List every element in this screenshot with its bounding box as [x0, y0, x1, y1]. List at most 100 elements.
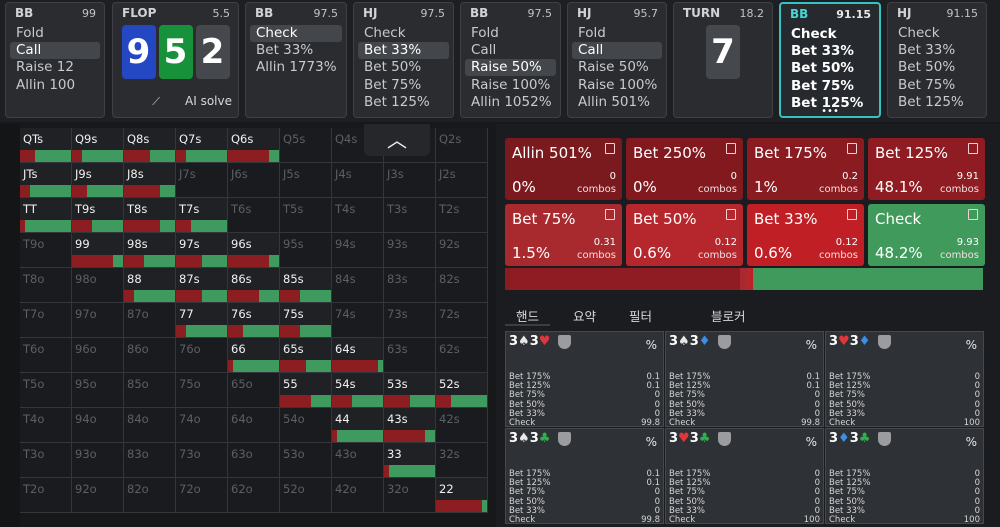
hand-cell[interactable]: 73o — [176, 443, 228, 478]
hand-cell[interactable]: T9o — [20, 233, 72, 268]
hand-cell[interactable]: Q9s — [72, 128, 124, 163]
combo-panel[interactable]: 3♠3♣% Bet 175% 0.1 Bet 125% 0.1 Bet 75% 0 Bet 5… — [505, 428, 664, 525]
hand-cell[interactable]: T8o — [20, 268, 72, 303]
hand-cell[interactable]: 76s — [228, 303, 280, 338]
hand-cell[interactable]: 93s — [384, 233, 436, 268]
action-option[interactable]: Check — [898, 25, 940, 41]
action-node[interactable]: BB 99 Fold Call Raise 12 Allin 100 — [5, 2, 105, 118]
hand-cell[interactable]: 77 — [176, 303, 228, 338]
hand-cell[interactable]: T2o — [20, 478, 72, 513]
hand-cell[interactable]: 95s — [280, 233, 332, 268]
hand-cell[interactable]: 64s — [332, 338, 384, 373]
hand-cell[interactable]: 98o — [72, 268, 124, 303]
action-card[interactable]: Bet 75% 1.5% 0.31 combos — [505, 204, 622, 266]
action-option[interactable]: Call — [572, 42, 662, 60]
hand-cell[interactable]: 96o — [72, 338, 124, 373]
action-option[interactable]: Bet 33% — [791, 43, 854, 60]
hand-cell[interactable]: T9s — [72, 198, 124, 233]
action-option[interactable]: Call — [471, 42, 497, 59]
hand-cell[interactable]: JTs — [20, 163, 72, 198]
hand-cell[interactable]: J6s — [228, 163, 280, 198]
action-card[interactable]: Allin 501% 0% 0 combos — [505, 138, 622, 200]
hand-cell[interactable]: T5o — [20, 373, 72, 408]
hand-cell[interactable]: T7o — [20, 303, 72, 338]
hand-cell[interactable]: T4o — [20, 408, 72, 443]
hand-cell[interactable]: 73s — [384, 303, 436, 338]
hand-cell[interactable]: 83o — [124, 443, 176, 478]
action-option[interactable]: Raise 100% — [578, 76, 658, 93]
hand-cell[interactable]: 72s — [436, 303, 488, 338]
action-option[interactable]: Bet 75% — [791, 77, 854, 94]
hand-cell[interactable]: 63s — [384, 338, 436, 373]
hand-cell[interactable]: 75o — [176, 373, 228, 408]
hand-cell[interactable]: Q2s — [436, 128, 488, 163]
hand-cell[interactable]: 43o — [332, 443, 384, 478]
tab[interactable]: 필터 — [629, 309, 653, 324]
combo-panel[interactable]: 3♥3♣% Bet 175% 0 Bet 125% 0 Bet 75% 0 Bet 50% 0 B… — [665, 428, 824, 525]
action-option[interactable]: Raise 12 — [16, 59, 74, 76]
hand-cell[interactable]: 83s — [384, 268, 436, 303]
action-option[interactable]: Bet 50% — [364, 59, 422, 76]
hand-cell[interactable]: Q7s — [176, 128, 228, 163]
hand-cell[interactable]: Q6s — [228, 128, 280, 163]
action-node[interactable]: BB 91.15 Check Bet 33% Bet 50% Bet 75% Bet 125… — [779, 2, 881, 118]
action-option[interactable]: Allin 100 — [16, 76, 76, 93]
action-node[interactable]: BB 97.5 Fold Call Raise 50% Raise 100% Allin 1… — [460, 2, 561, 118]
action-card[interactable]: Check 48.2% 9.93 combos — [868, 204, 985, 266]
hand-cell[interactable]: 42o — [332, 478, 384, 513]
hand-cell[interactable]: 84o — [124, 408, 176, 443]
action-node[interactable]: BB 97.5 Check Bet 33% Allin 1773% — [245, 2, 347, 118]
hand-cell[interactable]: 52o — [280, 478, 332, 513]
hand-cell[interactable]: 22 — [436, 478, 488, 513]
hand-cell[interactable]: 97s — [176, 233, 228, 268]
action-card[interactable]: Bet 125% 48.1% 9.91 combos — [868, 138, 985, 200]
action-option[interactable]: Raise 100% — [471, 76, 551, 93]
action-option[interactable]: Fold — [471, 25, 499, 41]
tab[interactable]: 핸드 — [516, 309, 540, 324]
hand-cell[interactable]: 65s — [280, 338, 332, 373]
hand-cell[interactable]: 93o — [72, 443, 124, 478]
hand-cell[interactable]: 84s — [332, 268, 384, 303]
hand-cell[interactable]: T5s — [280, 198, 332, 233]
action-node[interactable]: HJ 91.15 Check Bet 33% Bet 50% Bet 75% Bet 125… — [887, 2, 987, 118]
hand-cell[interactable]: 54o — [280, 408, 332, 443]
hand-cell[interactable]: Q5s — [280, 128, 332, 163]
hand-cell[interactable]: 32o — [384, 478, 436, 513]
hand-cell[interactable]: J4s — [332, 163, 384, 198]
action-node[interactable]: HJ 95.7 Fold Call Raise 50% Raise 100% Allin 5… — [567, 2, 667, 118]
action-option[interactable]: Allin 1052% — [471, 93, 552, 110]
hand-cell[interactable]: 32s — [436, 443, 488, 478]
hand-cell[interactable]: 86o — [124, 338, 176, 373]
hand-cell[interactable]: 44 — [332, 408, 384, 443]
hand-cell[interactable]: 72o — [176, 478, 228, 513]
action-node[interactable]: FLOP 5.5 9 5 2 ⟋ AI solve — [112, 2, 239, 118]
action-card[interactable]: Bet 50% 0.6% 0.12 combos — [626, 204, 743, 266]
hand-cell[interactable]: 94s — [332, 233, 384, 268]
hand-cell[interactable]: 97o — [72, 303, 124, 338]
action-option[interactable]: Call — [10, 42, 100, 60]
hand-cell[interactable]: 92o — [72, 478, 124, 513]
hand-cell[interactable]: 88 — [124, 268, 176, 303]
hand-cell[interactable]: 64o — [228, 408, 280, 443]
hand-cell[interactable]: T6o — [20, 338, 72, 373]
action-option[interactable]: Bet 125% — [364, 93, 430, 110]
combo-panel[interactable]: 3♥3♦% Bet 175% 0 Bet 125% 0 Bet 75% 0 Bet 50% 0 B… — [825, 331, 984, 428]
action-card[interactable]: Bet 250% 0% 0 combos — [626, 138, 743, 200]
combo-panel[interactable]: 3♠3♥% Bet 175% 0.1 Bet 125% 0.1 Bet 75% 0 Bet 5… — [505, 331, 664, 428]
hand-cell[interactable]: 99 — [72, 233, 124, 268]
action-option[interactable]: Bet 125% — [898, 93, 964, 110]
hand-cell[interactable]: T6s — [228, 198, 280, 233]
hand-cell[interactable]: 95o — [72, 373, 124, 408]
hand-cell[interactable]: 94o — [72, 408, 124, 443]
hand-cell[interactable]: 42s — [436, 408, 488, 443]
hand-cell[interactable]: T3o — [20, 443, 72, 478]
hand-cell[interactable]: T8s — [124, 198, 176, 233]
collapse-button[interactable]: ︿ — [364, 124, 430, 156]
action-option[interactable]: Bet 33% — [898, 42, 956, 59]
action-option[interactable]: Bet 50% — [898, 59, 956, 76]
hand-cell[interactable]: 85s — [280, 268, 332, 303]
hand-cell[interactable]: 76o — [176, 338, 228, 373]
action-card[interactable]: Bet 33% 0.6% 0.12 combos — [747, 204, 864, 266]
hand-cell[interactable]: 52s — [436, 373, 488, 408]
hand-cell[interactable]: 66 — [228, 338, 280, 373]
